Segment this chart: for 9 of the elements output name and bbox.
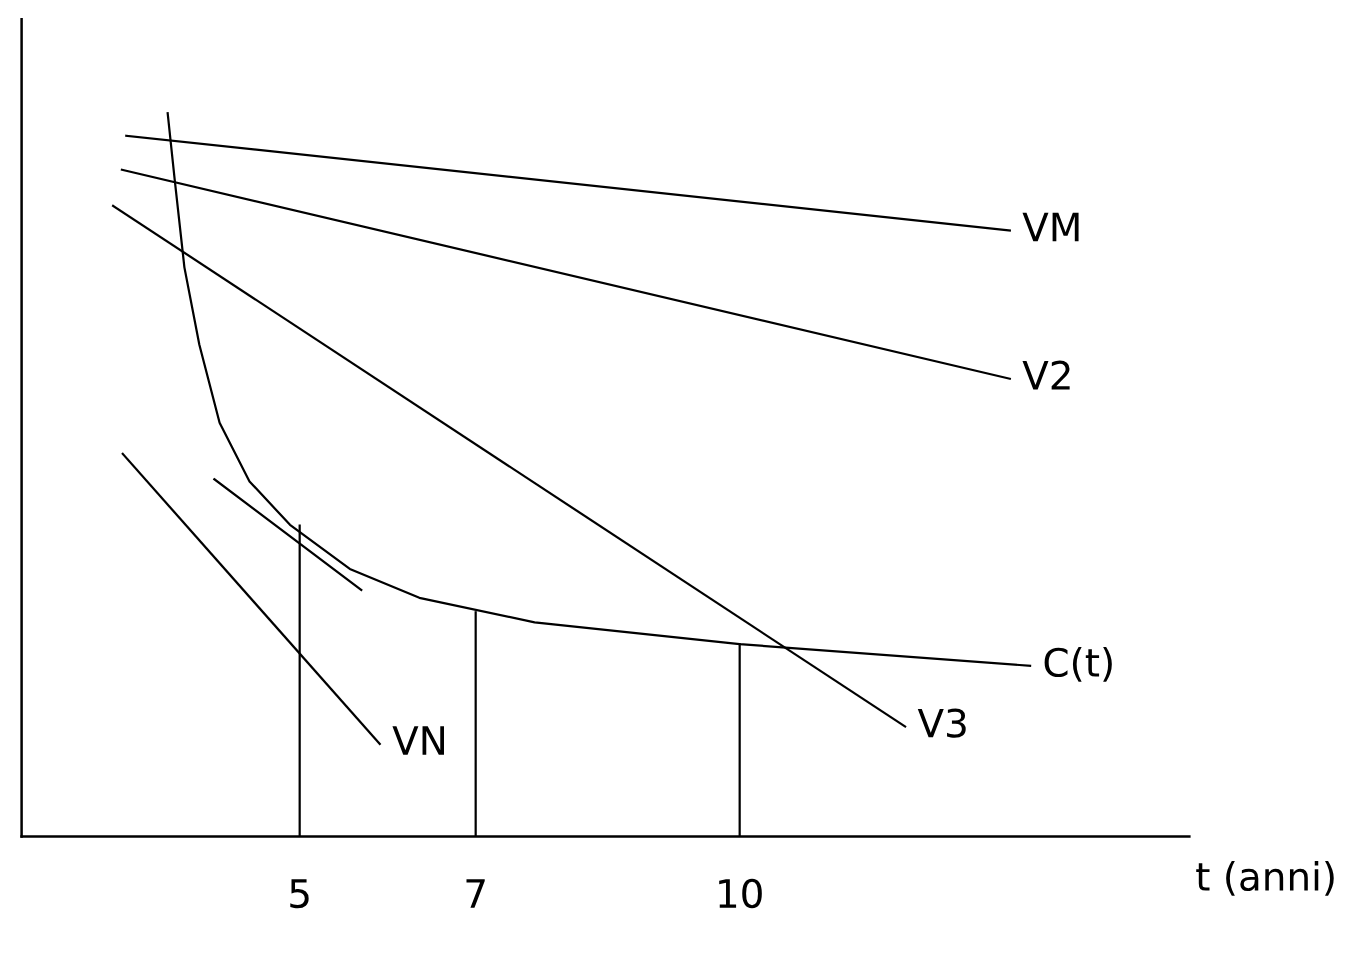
series-label: V3 xyxy=(917,708,966,738)
series-label: V2 xyxy=(1022,360,1070,390)
x-tick-label: 10 xyxy=(719,878,762,909)
series-label: VN xyxy=(392,726,444,755)
series-label: VM xyxy=(1022,212,1079,242)
x-tick-label: 5 xyxy=(290,879,309,909)
x-tick-label: 7 xyxy=(466,879,485,908)
series-label: C(t) xyxy=(1044,647,1112,682)
x-axis-title: t (anni) xyxy=(1196,860,1334,896)
